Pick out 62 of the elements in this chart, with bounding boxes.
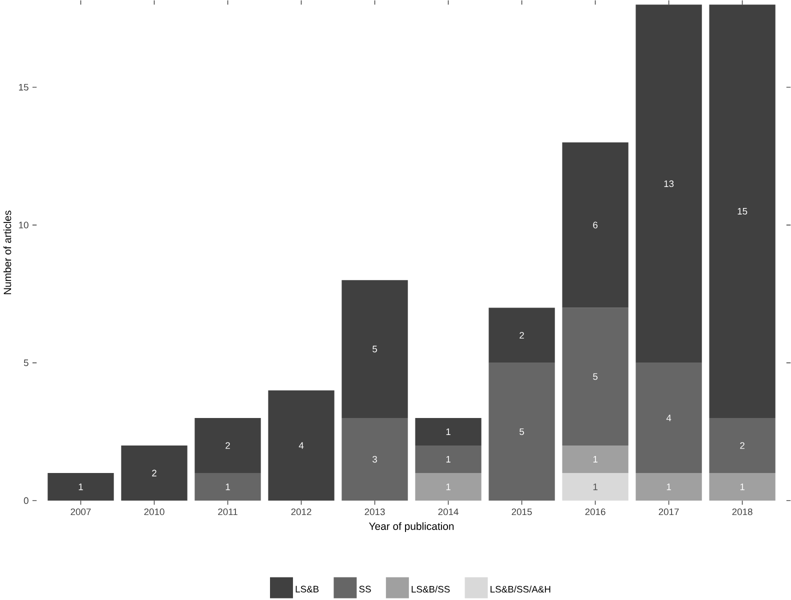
legend-label: LS&B/SS/A&H	[490, 586, 550, 592]
data-label: 3	[372, 456, 377, 462]
data-label: 4	[666, 414, 672, 422]
data-label: 2	[152, 470, 156, 476]
x-axis-title: Year of publication	[368, 522, 454, 532]
data-label: 1	[593, 483, 598, 490]
bar	[709, 472, 776, 500]
bar	[415, 418, 482, 446]
data-label: 1	[446, 483, 450, 490]
data-label: 1	[226, 483, 230, 490]
x-tick-label: 2011	[218, 508, 238, 515]
data-label: 15	[738, 208, 748, 214]
x-tick-label: 2010	[144, 508, 164, 515]
data-label: 1	[740, 483, 744, 490]
bar	[709, 418, 776, 473]
bar	[488, 362, 555, 500]
bar	[342, 280, 408, 418]
data-label: 2	[226, 442, 230, 449]
data-label: 13	[664, 180, 674, 187]
data-label: 6	[593, 222, 598, 228]
bar	[415, 472, 482, 500]
y-tick-label: 10	[19, 222, 28, 228]
data-label: 5	[372, 346, 377, 352]
bar	[194, 418, 261, 473]
data-label: 2	[520, 332, 524, 338]
x-tick-label: 2014	[438, 508, 458, 515]
legend-label: LS&B/SS	[412, 586, 450, 592]
bar	[562, 445, 628, 473]
x-tick-label: 2012	[291, 508, 312, 515]
y-tick-label: 5	[24, 359, 28, 366]
y-tick-label: 15	[19, 84, 28, 90]
bar	[562, 142, 628, 308]
data-label: 1	[446, 456, 450, 462]
bar	[121, 445, 188, 500]
x-tick-label: 2013	[364, 508, 385, 515]
bar	[342, 418, 408, 500]
y-tick-label: 0	[24, 497, 28, 504]
bar	[268, 390, 334, 500]
x-tick-label: 2016	[585, 508, 606, 515]
data-label: 2	[740, 442, 744, 449]
x-tick-label: 2015	[512, 508, 532, 515]
x-tick-label: 2018	[732, 508, 752, 515]
bar	[636, 472, 702, 500]
bar	[194, 472, 261, 500]
bar	[488, 308, 555, 363]
legend-label: SS	[359, 586, 371, 592]
data-label: 5	[520, 428, 524, 435]
data-label: 1	[446, 428, 450, 435]
x-tick-label: 2017	[658, 508, 679, 515]
bar	[636, 4, 702, 363]
data-label: 1	[666, 483, 671, 490]
bar	[562, 308, 628, 446]
data-label: 1	[78, 483, 83, 490]
data-label: 1	[593, 456, 598, 462]
y-axis-title: Number of articles	[3, 210, 12, 294]
bar	[636, 362, 702, 473]
bar	[562, 472, 628, 500]
legend-label: LS&B	[296, 586, 319, 592]
data-label: 4	[298, 442, 304, 449]
data-label: 5	[593, 373, 598, 380]
x-tick-label: 2007	[70, 508, 91, 515]
bar	[415, 445, 482, 473]
